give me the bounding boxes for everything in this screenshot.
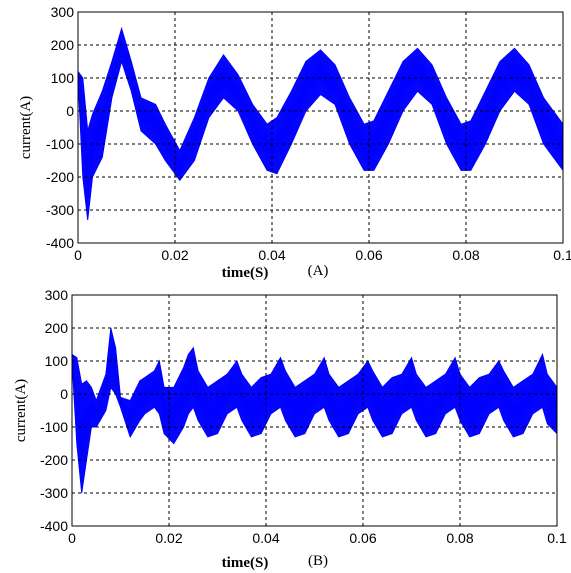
x-tick-label-b: 0	[68, 530, 76, 546]
x-tick-label-b: 0.1	[547, 530, 567, 546]
panel-label-a: (A)	[308, 263, 329, 279]
y-tick-label-b: 100	[45, 353, 69, 369]
y-axis-label-b: current(A)	[13, 379, 29, 442]
x-tick-label-a: 0.04	[258, 247, 285, 263]
chart-panel-b: 300 200 100 0 -100 -200 -300 -400 0 0.02 0.04 0.06…	[13, 287, 567, 571]
x-axis-label-b: time(S)	[222, 555, 269, 571]
grid-lines-a	[78, 12, 563, 243]
y-tick-label-a: -100	[46, 136, 74, 152]
y-tick-label-a: 100	[51, 70, 75, 86]
x-tick-label-a: 0.06	[355, 247, 382, 263]
y-tick-label-a: -200	[46, 169, 74, 185]
current-waveform-a	[77, 30, 564, 216]
grid-lines-b	[72, 295, 557, 526]
y-tick-label-b: 200	[45, 320, 69, 336]
y-tick-label-a: 0	[66, 103, 74, 119]
y-tick-labels-b: 300 200 100 0 -100 -200 -300 -400	[40, 287, 68, 534]
y-axis-label-a: current(A)	[18, 96, 34, 159]
x-tick-label-a: 0	[74, 247, 82, 263]
panel-label-b: (B)	[308, 553, 328, 569]
y-tick-label-b: -200	[40, 452, 68, 468]
y-tick-label-a: 200	[51, 37, 75, 53]
x-tick-label-a: 0.08	[452, 247, 479, 263]
x-tick-label-b: 0.04	[252, 530, 279, 546]
x-tick-label-b: 0.06	[349, 530, 376, 546]
x-axis-label-a: time(S)	[222, 265, 269, 281]
y-tick-label-a: -300	[46, 202, 74, 218]
current-waveform-b	[71, 327, 558, 490]
current-band-a	[77, 26, 564, 220]
y-tick-label-b: -300	[40, 485, 68, 501]
chart-panel-a: 300 200 100 0 -100 -200 -300 -400 0 0.02 0.04 0.06…	[18, 4, 571, 281]
y-tick-label-b: 0	[60, 386, 68, 402]
current-band-b	[71, 327, 558, 494]
x-tick-labels-a: 0 0.02 0.04 0.06 0.08 0.1	[74, 247, 571, 263]
y-tick-label-b: -400	[40, 518, 68, 534]
y-tick-label-b: 300	[45, 287, 69, 303]
y-tick-labels-a: 300 200 100 0 -100 -200 -300 -400	[46, 4, 74, 251]
y-tick-label-a: -400	[46, 235, 74, 251]
y-tick-label-b: -100	[40, 419, 68, 435]
x-tick-label-b: 0.08	[446, 530, 473, 546]
x-tick-label-b: 0.02	[155, 530, 182, 546]
y-tick-label-a: 300	[51, 4, 75, 20]
x-tick-label-a: 0.02	[161, 247, 188, 263]
x-tick-label-a: 0.1	[553, 247, 571, 263]
plot-frame-a	[77, 11, 564, 244]
x-tick-labels-b: 0 0.02 0.04 0.06 0.08 0.1	[68, 530, 567, 546]
plot-frame-b	[71, 294, 558, 527]
